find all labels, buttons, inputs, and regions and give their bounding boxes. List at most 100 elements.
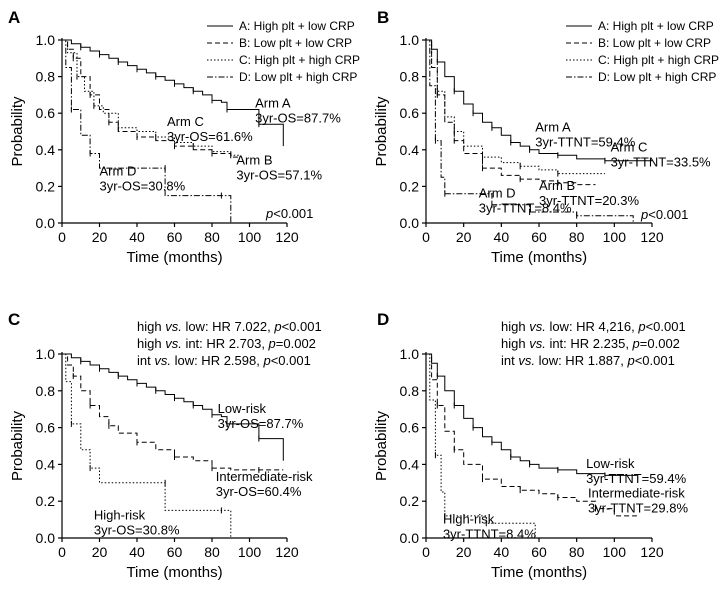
annotation-line: 3yr-OS=87.7%: [255, 111, 341, 126]
x-tick-label: 40: [129, 544, 145, 560]
legend-label: A: High plt + low CRP: [239, 19, 355, 33]
x-tick-label: 20: [456, 229, 472, 245]
y-tick-label: 0.6: [36, 105, 56, 121]
y-tick-label: 0.8: [400, 69, 420, 85]
y-tick-label: 0.2: [400, 493, 420, 509]
x-axis-title: Time (months): [126, 564, 222, 581]
panel-letter: D: [377, 310, 389, 329]
survival-curve-intermediate-risk: [62, 353, 284, 471]
legend-label: C: High plt + high CRP: [239, 53, 360, 67]
survival-curve-high-risk: [62, 353, 232, 538]
stat-part: high: [137, 319, 165, 334]
annotation-line: 3yr-TTNT=59.4%: [535, 135, 635, 150]
y-tick-label: 0.4: [400, 142, 420, 158]
annotation-line: Arm D: [100, 163, 137, 178]
x-tick-label: 0: [422, 544, 430, 560]
stat-vs: vs.: [154, 353, 171, 368]
stat-part: int: [501, 353, 518, 368]
curve-annotation: Arm D 3yr-OS=30.8%: [100, 163, 186, 193]
stat-part: <0.001: [635, 353, 675, 368]
y-axis-title: Probability: [373, 410, 390, 481]
annotation-line: Intermediate-risk: [216, 469, 313, 484]
y-tick-label: 0.2: [36, 493, 56, 509]
x-tick-label: 40: [494, 229, 510, 245]
annotation-line: 3yr-OS=30.8%: [94, 523, 180, 538]
p-value-text: <0.001: [273, 206, 313, 221]
curve-annotation: Intermediate-risk 3yr-TTNT=29.8%: [588, 486, 688, 516]
x-tick-label: 100: [603, 544, 627, 560]
y-tick-label: 1.0: [36, 346, 56, 362]
p-value: p<0.001: [640, 207, 688, 222]
y-axis-title: Probability: [9, 410, 26, 481]
chart-panel-d: D 0.0 0.2 0.4 0.6 0.8 1.0 0 20 40 60 80 100 120 Time (…: [373, 310, 688, 581]
y-tick-label: 1.0: [400, 346, 420, 362]
y-tick-label: 0.0: [400, 215, 420, 231]
x-tick-label: 20: [92, 229, 108, 245]
stat-vs: vs.: [529, 319, 546, 334]
x-tick-label: 20: [456, 544, 472, 560]
y-tick-label: 1.0: [36, 32, 56, 48]
p-value-text: <0.001: [648, 207, 688, 222]
survival-curve-d: [62, 39, 232, 223]
stat-part: =0.002: [640, 336, 680, 351]
x-tick-label: 0: [58, 544, 66, 560]
panel-letter: A: [8, 8, 20, 27]
survival-curve-c: [426, 39, 605, 175]
y-axis-title: Probability: [9, 96, 26, 167]
annotation-line: 3yr-TTNT=8.4%: [479, 200, 572, 215]
stat-part: <0.001: [282, 319, 322, 334]
y-tick-label: 0.4: [36, 456, 56, 472]
annotation-line: Arm A: [535, 120, 571, 135]
x-tick-label: 60: [531, 544, 547, 560]
x-tick-label: 80: [204, 544, 220, 560]
x-axis-title: Time (months): [126, 249, 222, 266]
annotation-line: High-risk: [443, 511, 495, 526]
y-tick-label: 0.8: [36, 383, 56, 399]
x-tick-label: 40: [129, 229, 145, 245]
x-tick-label: 80: [569, 229, 585, 245]
legend-label: B: Low plt + low CRP: [598, 36, 711, 50]
y-tick-label: 0.4: [400, 456, 420, 472]
curve-annotation: Arm A 3yr-TTNT=59.4%: [535, 120, 635, 150]
y-tick-label: 0.8: [36, 69, 56, 85]
survival-curve-a: [62, 39, 284, 147]
x-tick-label: 40: [494, 544, 510, 560]
stat-part: high: [501, 319, 529, 334]
annotation-line: Arm D: [479, 185, 516, 200]
hr-statistic: int vs. low: HR 1.887, p<0.001: [501, 353, 675, 368]
legend-label: A: High plt + low CRP: [598, 19, 714, 33]
curve-annotation: Arm C 3yr-TTNT=33.5%: [611, 140, 711, 170]
y-tick-label: 1.0: [400, 32, 420, 48]
survival-curve-c: [62, 39, 241, 158]
stat-p: p: [273, 319, 281, 334]
annotation-line: Arm C: [611, 140, 648, 155]
stat-p: p: [637, 319, 645, 334]
stat-vs: vs.: [529, 336, 546, 351]
p-symbol: p: [640, 207, 648, 222]
annotation-line: High-risk: [94, 508, 146, 523]
x-tick-label: 0: [58, 229, 66, 245]
x-tick-label: 120: [275, 544, 299, 560]
x-tick-label: 80: [204, 229, 220, 245]
curve-annotation: Intermediate-risk 3yr-OS=60.4%: [216, 469, 313, 499]
curve-annotation: High-risk 3yr-OS=30.8%: [94, 508, 180, 538]
y-tick-label: 0.2: [36, 178, 56, 194]
p-symbol: p: [265, 206, 273, 221]
curve-annotation: Arm B 3yr-TTNT=20.3%: [539, 178, 639, 208]
y-tick-label: 0.0: [36, 530, 56, 546]
stat-part: low: HR 1.887,: [535, 353, 628, 368]
y-axis-title: Probability: [373, 96, 390, 167]
y-tick-label: 0.0: [36, 215, 56, 231]
annotation-line: 3yr-OS=30.8%: [100, 178, 186, 193]
annotation-line: 3yr-TTNT=33.5%: [611, 155, 711, 170]
stat-p: p: [626, 353, 634, 368]
stat-part: int: HR 2.235,: [546, 336, 633, 351]
stat-p: p: [268, 336, 276, 351]
y-tick-label: 0.6: [36, 420, 56, 436]
x-tick-label: 120: [640, 544, 664, 560]
curve-annotation: Arm B 3yr-OS=57.1%: [236, 152, 322, 182]
y-tick-label: 0.2: [400, 178, 420, 194]
curve-annotation: Arm A 3yr-OS=87.7%: [255, 96, 341, 126]
hr-statistic: high vs. int: HR 2.235, p=0.002: [501, 336, 680, 351]
curve-annotation: Arm C 3yr-OS=61.6%: [167, 114, 253, 144]
